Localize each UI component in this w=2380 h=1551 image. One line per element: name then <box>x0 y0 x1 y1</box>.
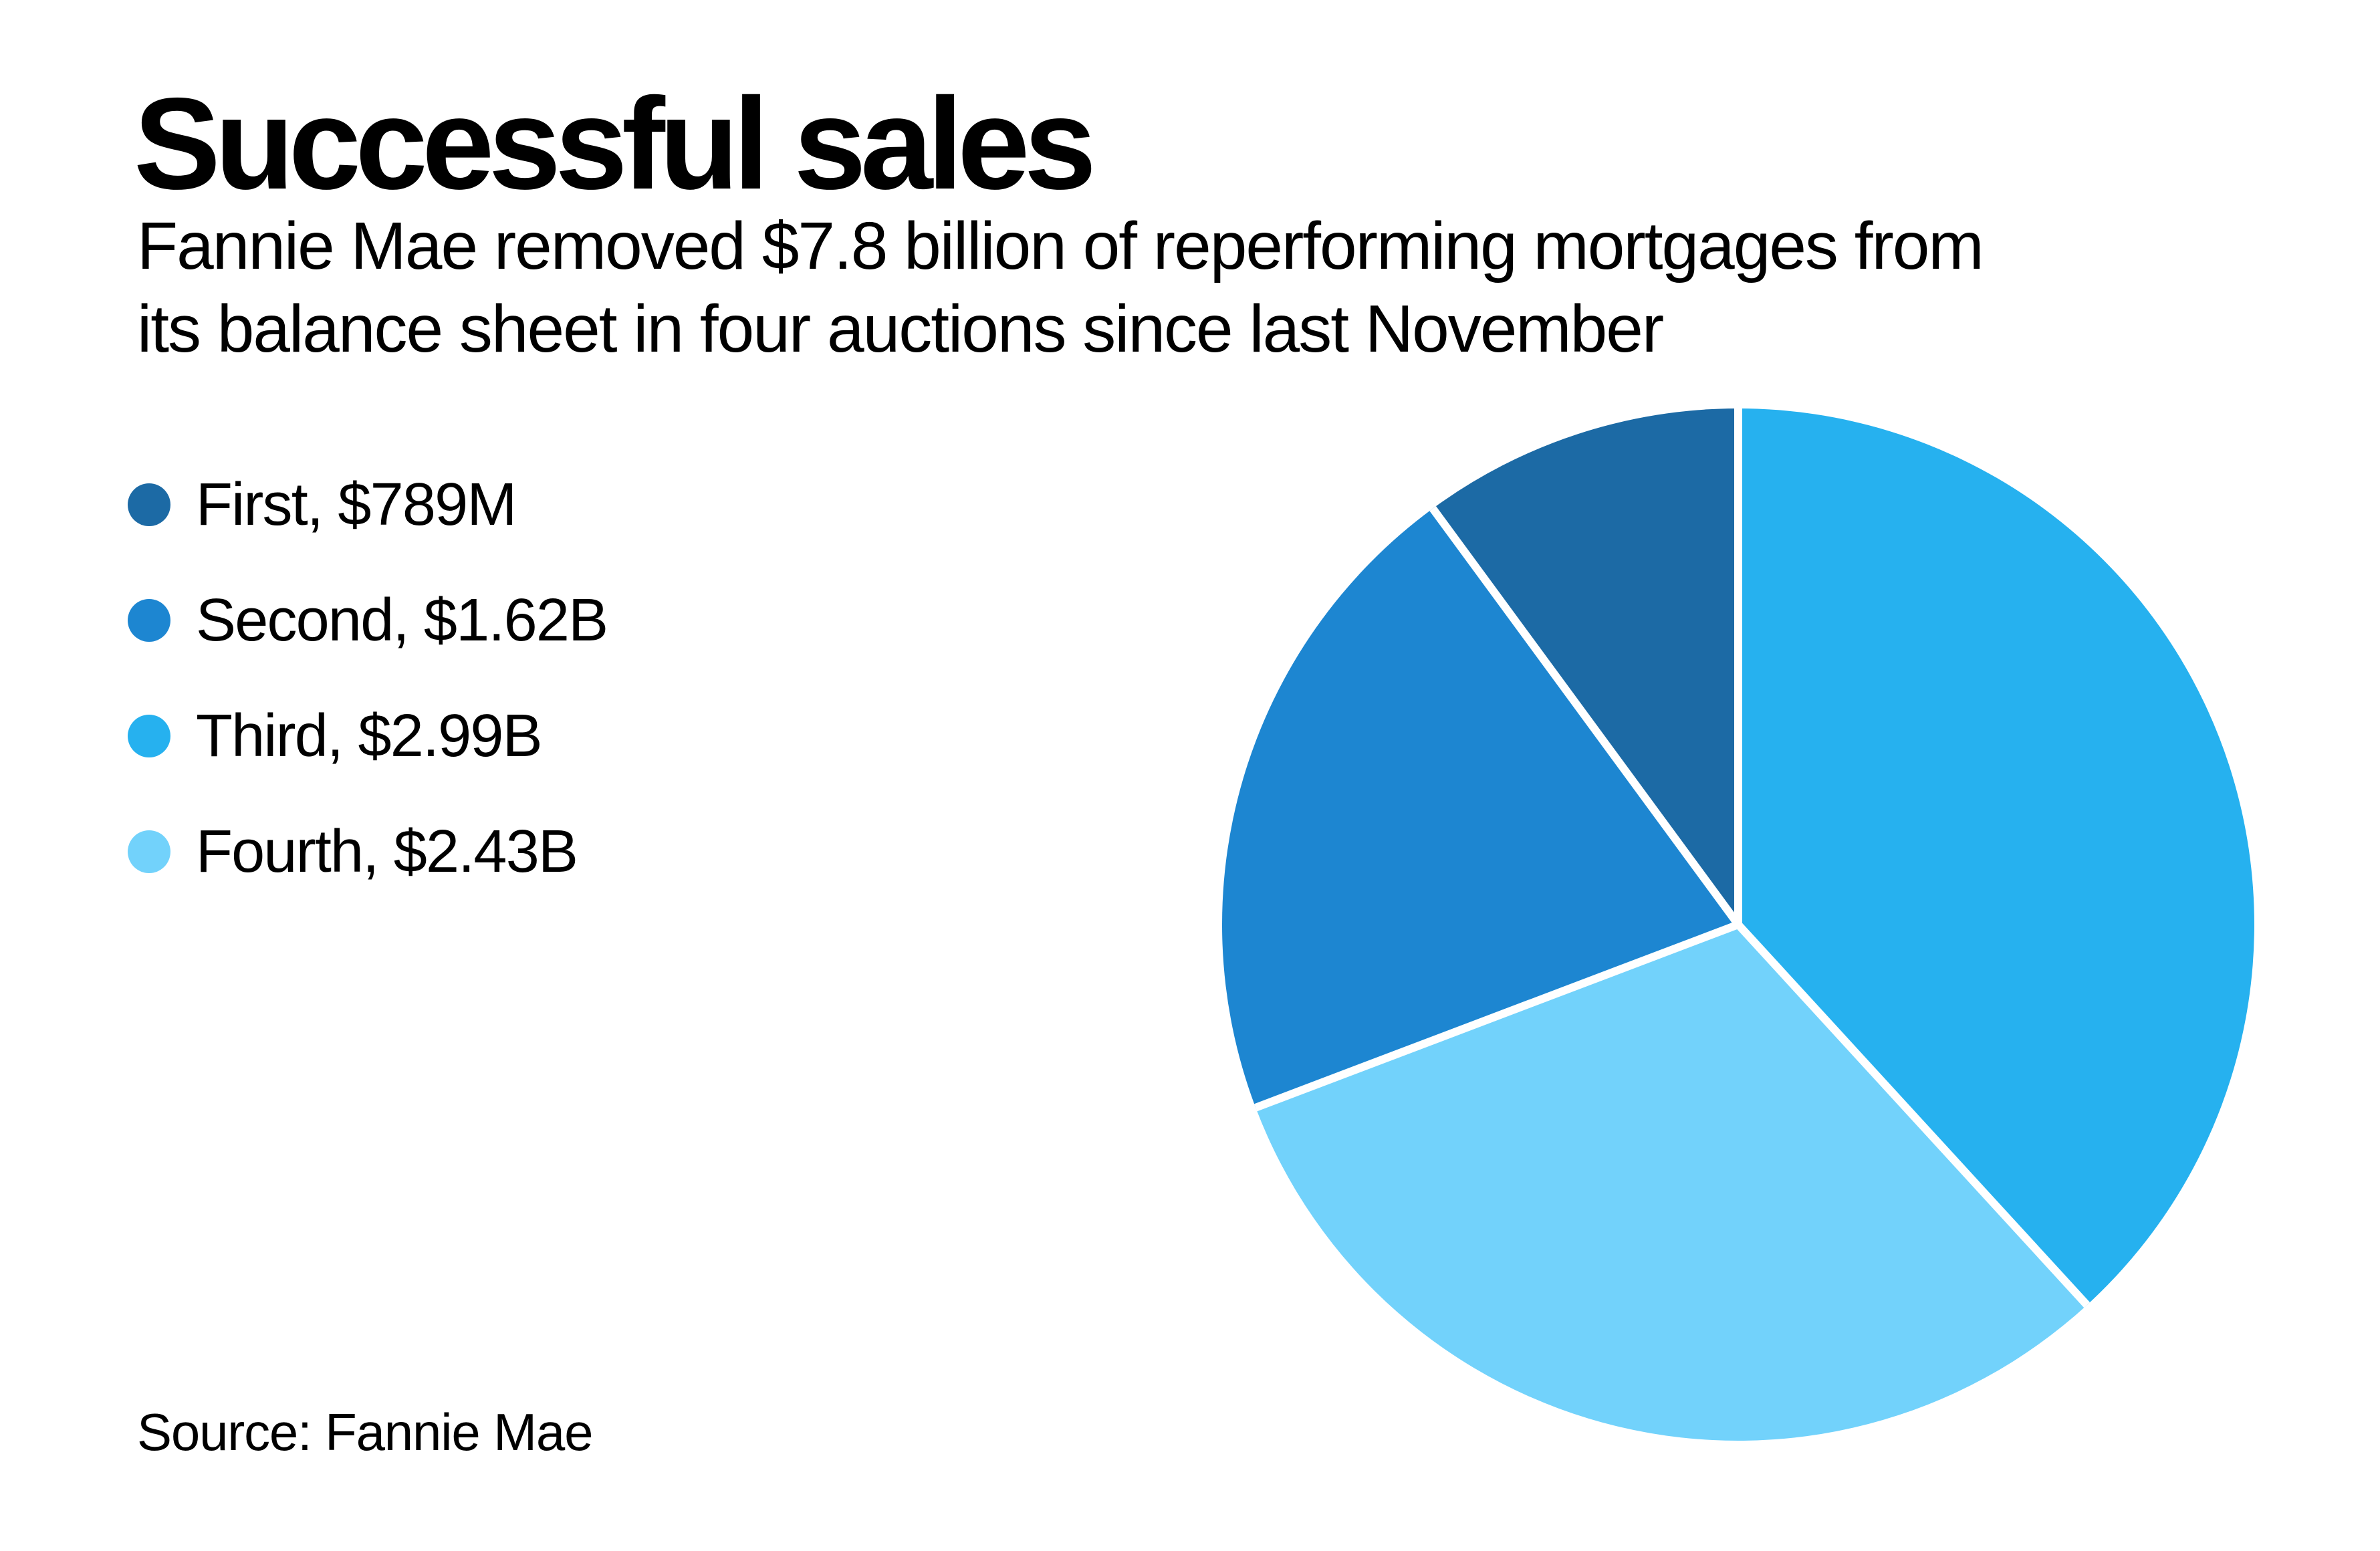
pie-chart <box>1221 408 2255 1441</box>
legend-item-second: Second, $1.62B <box>128 586 608 654</box>
legend-label-second: Second, $1.62B <box>196 586 608 654</box>
legend-bullet-icon <box>128 483 170 526</box>
legend-bullet-icon <box>128 715 170 757</box>
legend-bullet-icon <box>128 830 170 873</box>
legend-label-fourth: Fourth, $2.43B <box>196 818 578 885</box>
source-label: Source: Fannie Mae <box>137 1403 593 1461</box>
pie-slice-second <box>1221 508 1738 1108</box>
pie-slice-separator <box>1254 921 1740 1112</box>
chart-subtitle-line-2: its balance sheet in four auctions since… <box>137 291 1664 366</box>
legend-item-fourth: Fourth, $2.43B <box>128 818 578 885</box>
legend-label-third: Third, $2.99B <box>196 702 543 769</box>
chart-subtitle-line-1: Fannie Mae removed $7.8 billion of reper… <box>137 209 1984 283</box>
pie-slice-first <box>1433 408 1738 925</box>
legend-label-first: First, $789M <box>196 471 517 538</box>
pie-slice-separator <box>1735 921 2091 1308</box>
legend-item-first: First, $789M <box>128 471 517 538</box>
chart-subtitle: Fannie Mae removed $7.8 billion of reper… <box>137 205 1984 370</box>
pie-slice-separator <box>1429 506 1742 927</box>
pie-slice-fourth <box>1256 925 2087 1441</box>
chart-title: Successful sales <box>134 71 1096 217</box>
legend-item-third: Third, $2.99B <box>128 702 543 769</box>
pie-slice-third <box>1738 408 2255 1306</box>
legend-bullet-icon <box>128 599 170 642</box>
